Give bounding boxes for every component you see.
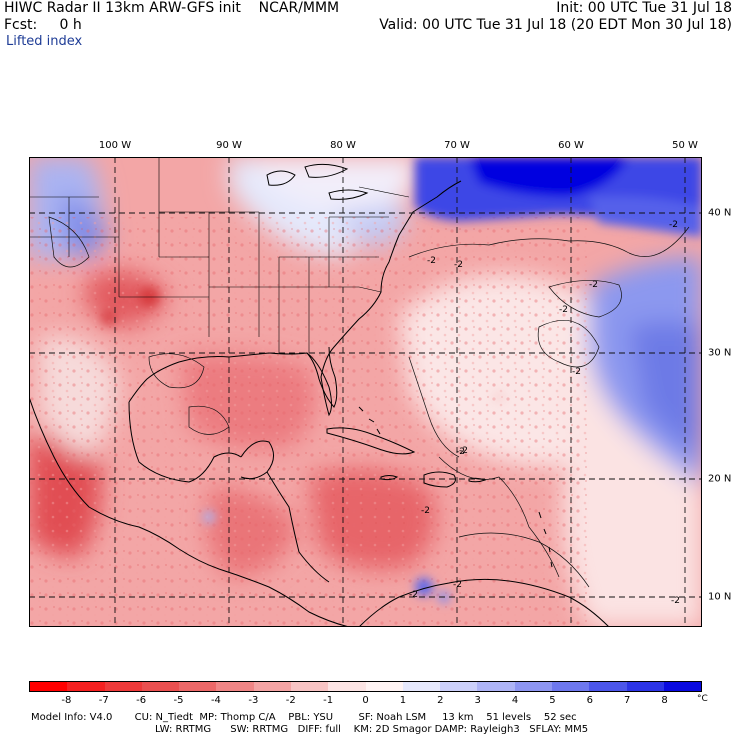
colorbar-tick-label: -5	[173, 695, 184, 706]
colorbar-swatch	[104, 682, 142, 691]
colorbar-swatch	[551, 682, 590, 691]
lon-label-100w: 100 W	[98, 140, 132, 151]
coastlines	[29, 163, 610, 627]
colorbar-unit: °C	[697, 694, 708, 704]
colorbar-swatch	[365, 682, 403, 691]
contour-label: -2	[454, 260, 463, 270]
colorbar-swatch	[67, 682, 105, 691]
field-shading	[29, 157, 702, 627]
colorbar-swatch	[440, 682, 478, 691]
colorbar-swatch	[30, 682, 68, 691]
colorbar-tick-label: 4	[511, 695, 519, 706]
colorbar-swatch	[141, 682, 180, 691]
contour-label: -2	[427, 256, 436, 266]
contour-label: -2	[456, 447, 465, 457]
lon-label-70w: 70 W	[444, 140, 470, 151]
colorbar-swatch	[514, 682, 552, 691]
colorbar-tick-label: -1	[323, 695, 334, 706]
state-borders	[29, 157, 410, 353]
model-info-line2: LW: RRTMG SW: RRTMG DIFF: full KM: 2D Sm…	[155, 724, 589, 735]
init-time: Init: 00 UTC Tue 31 Jul 18	[556, 0, 732, 16]
colorbar-tick-label: 2	[437, 695, 444, 706]
contour-label: -2	[572, 367, 581, 377]
lat-label-40n: 40 N	[708, 207, 732, 219]
contour-label: -2	[669, 220, 678, 230]
lon-label-90w: 90 W	[216, 140, 242, 151]
field-name: Lifted index	[6, 34, 83, 49]
lon-label-50w: 50 W	[672, 140, 698, 151]
contour-label: -2	[421, 506, 430, 516]
contour-label: -2	[589, 280, 598, 290]
colorbar-tick-label: -2	[285, 695, 296, 706]
colorbar-tick-label: 8	[661, 695, 668, 706]
colorbar-tick-label: -4	[210, 695, 221, 706]
contour-labels: -2 -2 -2 -2 -2 -2 -2 -2 -2 -2 -2 -2	[409, 220, 680, 606]
colorbar-swatch	[663, 682, 702, 691]
lat-label-30n: 30 N	[708, 347, 732, 359]
forecast-hour: Fcst: 0 h	[4, 17, 82, 33]
colorbar-tick-label: 1	[399, 695, 407, 706]
colorbar-swatch	[179, 682, 217, 691]
colorbar-swatch	[253, 682, 291, 691]
colorbar-tick-label: -6	[136, 695, 147, 706]
colorbar-tick-label: -8	[61, 695, 72, 706]
map-frame	[29, 157, 702, 627]
lat-label-20n: 20 N	[708, 473, 732, 485]
colorbar	[29, 681, 702, 692]
colorbar-swatch	[589, 682, 627, 691]
colorbar-tick-label: 7	[624, 695, 631, 706]
colorbar-swatch	[477, 682, 515, 691]
lat-lon-grid	[29, 157, 702, 627]
colorbar-swatch	[402, 682, 441, 691]
colorbar-tick-label: 6	[586, 695, 594, 706]
colorbar-tick-label: 5	[549, 695, 556, 706]
valid-time: Valid: 00 UTC Tue 31 Jul 18 (20 EDT Mon …	[379, 17, 732, 33]
colorbar-tick-label: -3	[248, 695, 259, 706]
contour-label: -2	[559, 305, 568, 315]
map-title: HIWC Radar II 13km ARW-GFS init NCAR/MMM	[4, 0, 340, 16]
colorbar-swatch	[216, 682, 254, 691]
contour-label: -2	[453, 580, 462, 590]
colorbar-tick-label: 3	[474, 695, 481, 706]
contour-label: -2	[409, 590, 418, 600]
colorbar-tick-label: 0	[362, 695, 369, 706]
contour-label: -2	[671, 596, 680, 606]
lifted-index-map: -2 -2 -2 -2 -2 -2 -2 -2 -2 -2 -2 -2	[29, 157, 702, 627]
lat-label-10n: 10 N	[708, 591, 732, 603]
colorbar-swatch	[328, 682, 366, 691]
lon-label-80w: 80 W	[330, 140, 356, 151]
contour-label: -2	[459, 446, 468, 456]
colorbar-tick-label: -7	[98, 695, 109, 706]
colorbar-swatch	[290, 682, 329, 691]
lon-label-60w: 60 W	[558, 140, 584, 151]
colorbar-swatch	[626, 682, 664, 691]
model-info-line1: Model Info: V4.0 CU: N_Tiedt MP: Thomp C…	[31, 712, 577, 723]
